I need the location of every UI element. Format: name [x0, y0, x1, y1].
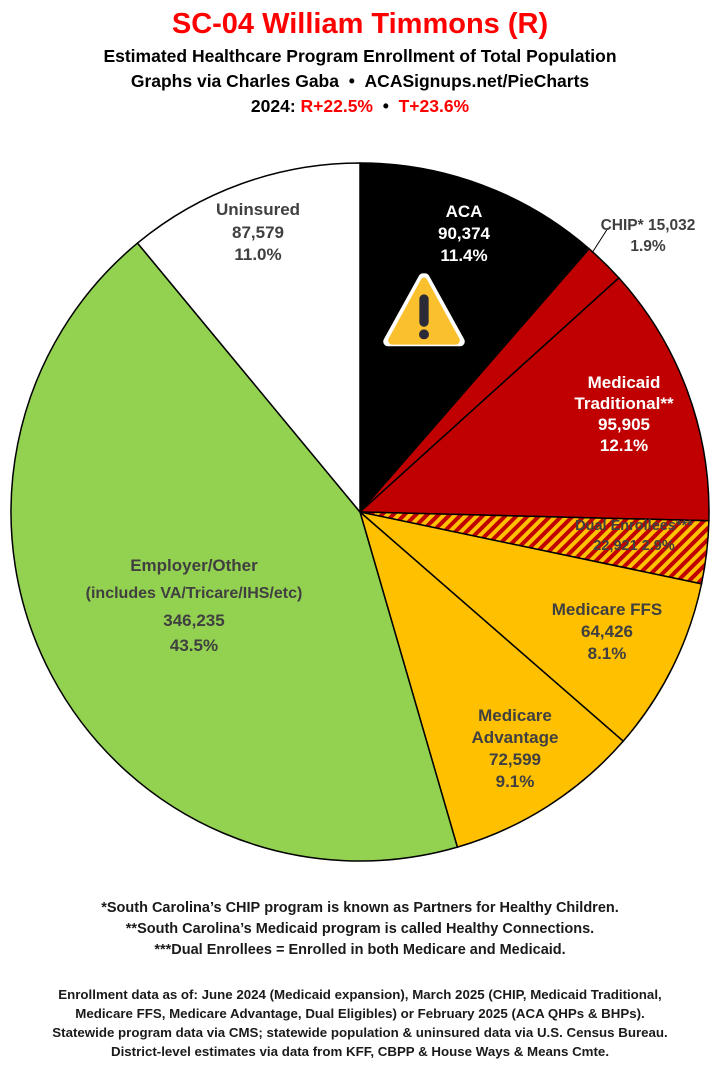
svg-text:12.1%: 12.1%: [600, 436, 648, 455]
svg-text:11.0%: 11.0%: [234, 245, 281, 264]
svg-text:43.5%: 43.5%: [170, 636, 218, 655]
svg-text:ACA: ACA: [446, 202, 483, 221]
svg-text:Uninsured: Uninsured: [216, 200, 300, 219]
svg-text:95,905: 95,905: [598, 415, 650, 434]
svg-text:346,235: 346,235: [163, 611, 224, 630]
svg-text:Medicare: Medicare: [478, 706, 552, 725]
svg-text:87,579: 87,579: [232, 223, 284, 242]
svg-text:11.4%: 11.4%: [440, 246, 487, 265]
svg-text:1.9%: 1.9%: [630, 238, 666, 255]
svg-text:90,374: 90,374: [438, 224, 491, 243]
svg-text:8.1%: 8.1%: [588, 644, 627, 663]
svg-text:Traditional**: Traditional**: [574, 394, 674, 413]
svg-text:64,426: 64,426: [581, 622, 633, 641]
svg-text:22,921 2.9%: 22,921 2.9%: [593, 538, 675, 554]
svg-text:Medicaid: Medicaid: [588, 373, 661, 392]
svg-text:9.1%: 9.1%: [496, 772, 535, 791]
svg-text:CHIP* 15,032: CHIP* 15,032: [601, 217, 696, 234]
svg-text:Employer/Other: Employer/Other: [130, 556, 258, 575]
svg-text:(includes VA/Tricare/IHS/etc): (includes VA/Tricare/IHS/etc): [86, 585, 303, 602]
svg-text:Medicare FFS: Medicare FFS: [552, 600, 663, 619]
svg-text:Advantage: Advantage: [472, 728, 559, 747]
svg-text:Dual Enrollees***: Dual Enrollees***: [575, 518, 693, 534]
svg-text:72,599: 72,599: [489, 750, 541, 769]
